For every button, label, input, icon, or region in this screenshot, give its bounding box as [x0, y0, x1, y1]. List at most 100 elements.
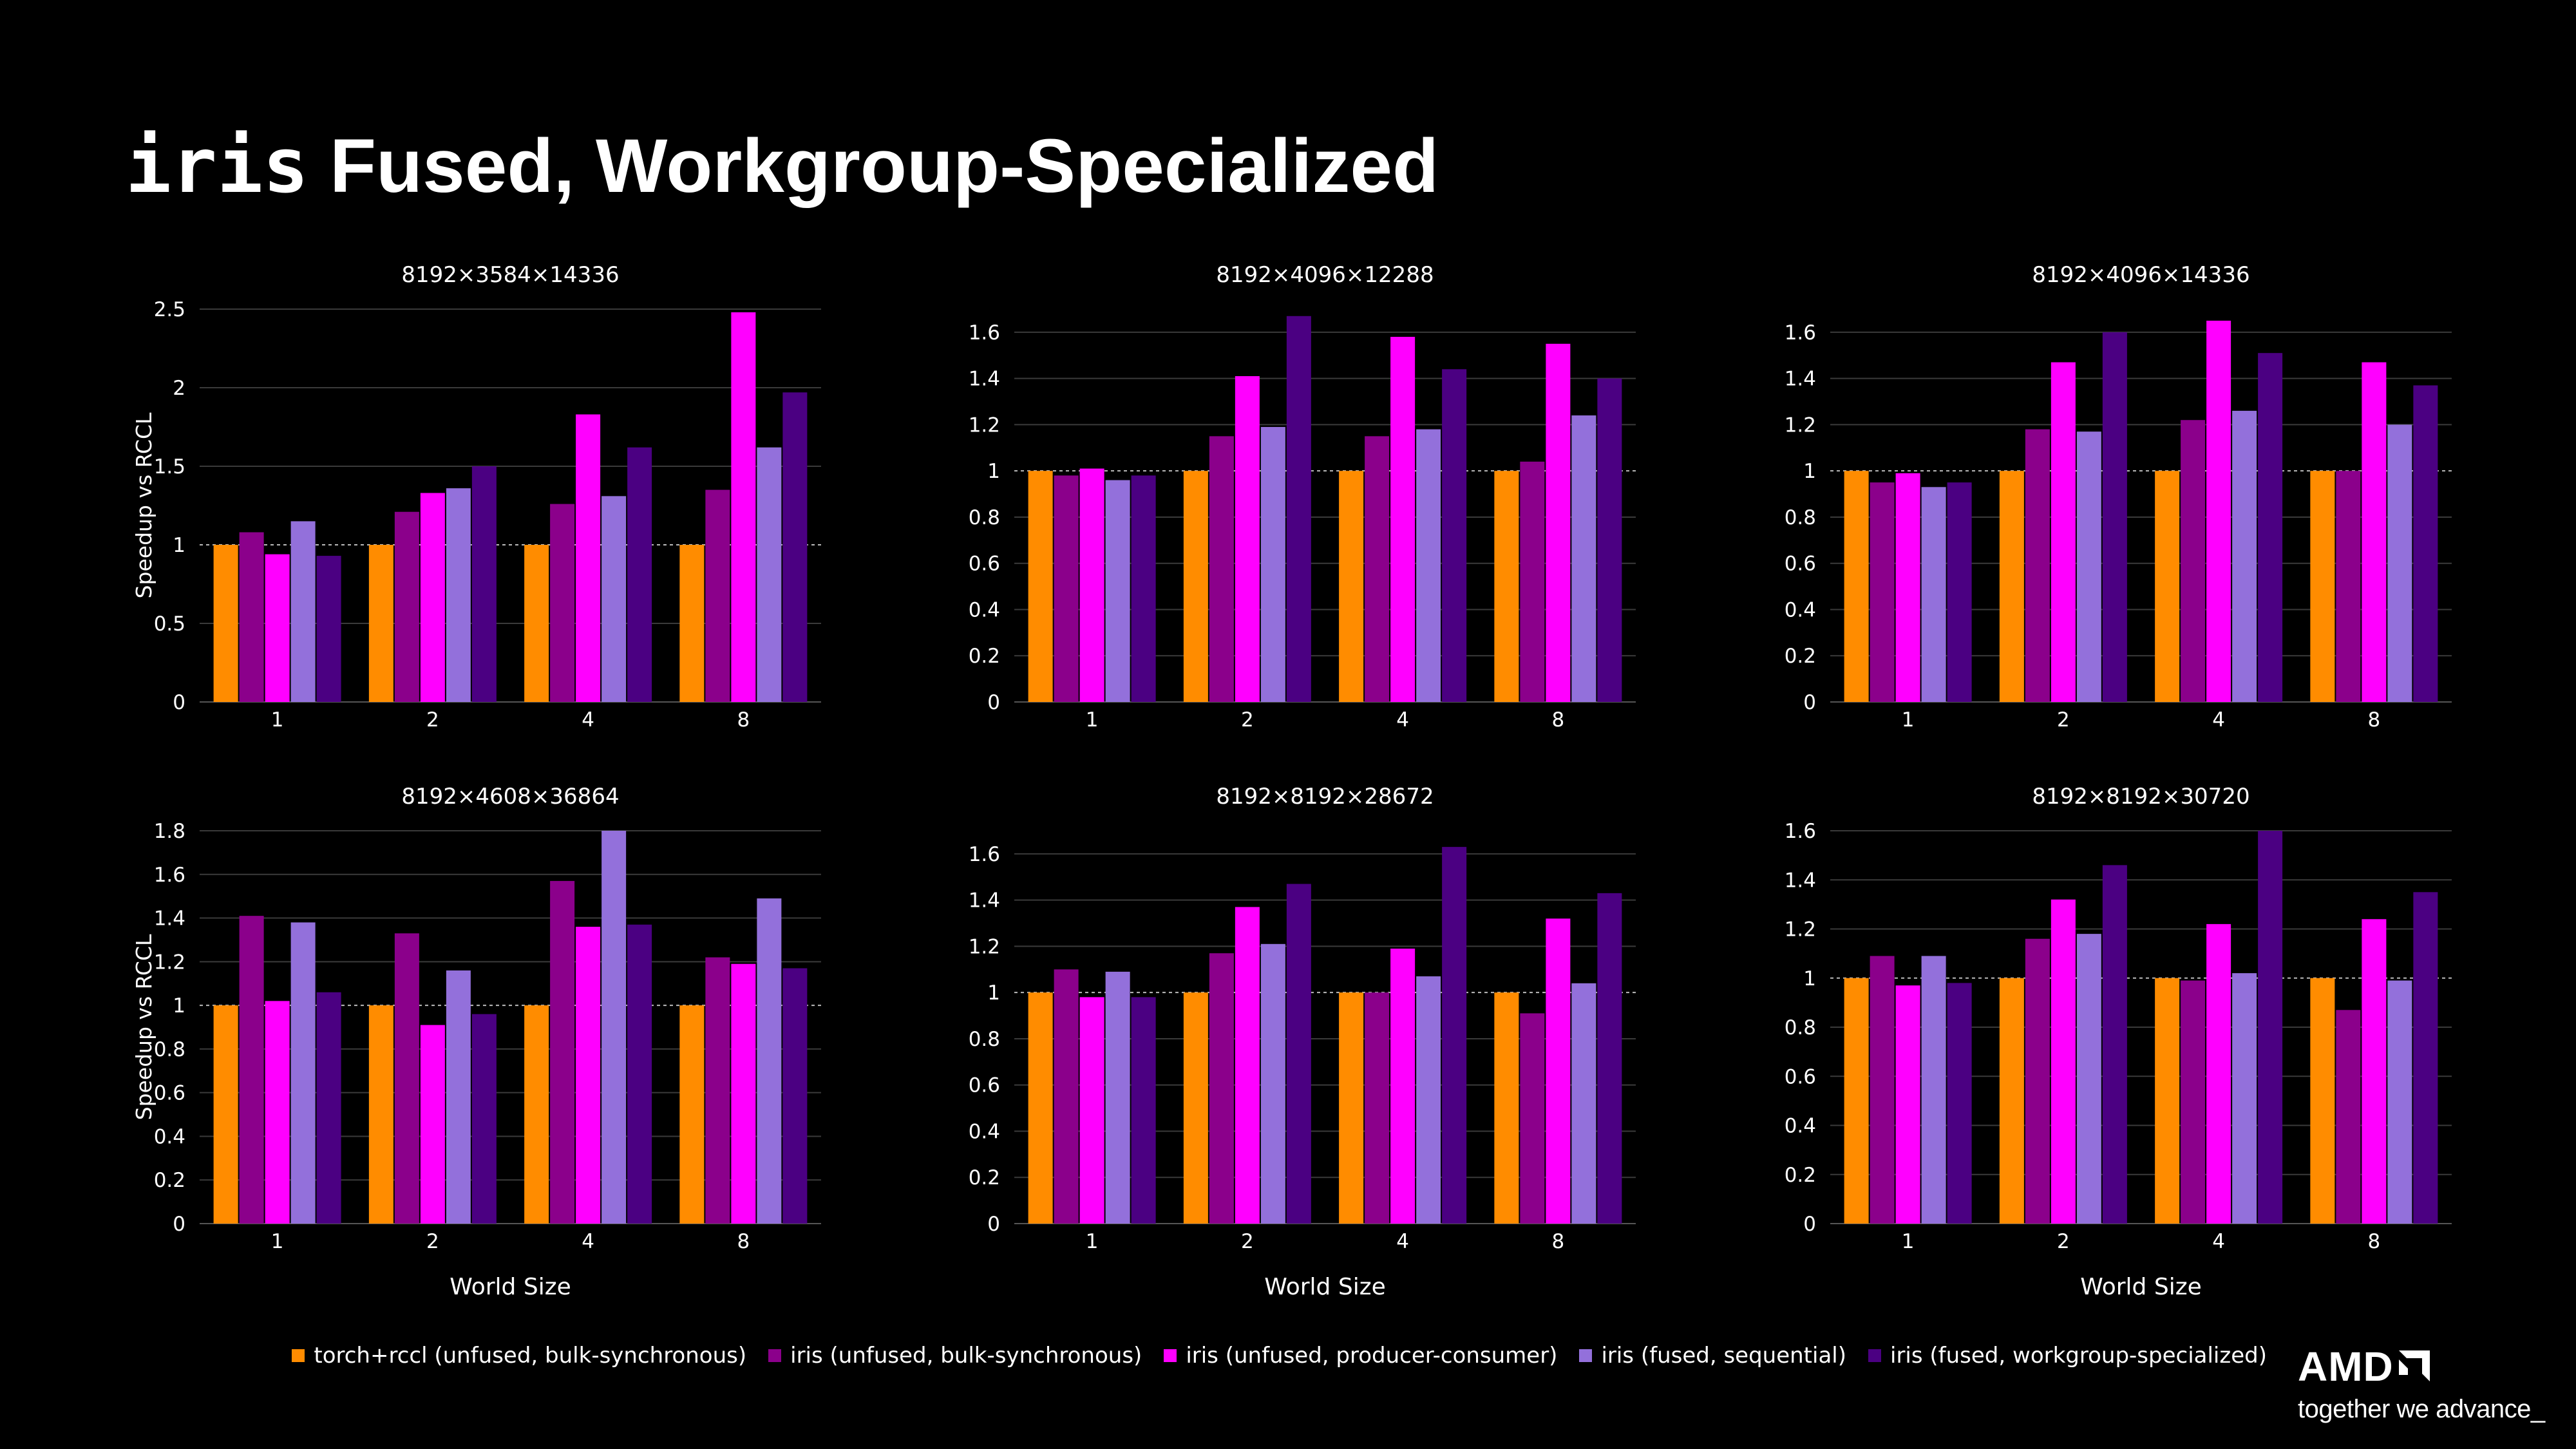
bar-s1-ws1-c3: [1844, 471, 1869, 702]
bar-s5-ws4-c5: [1442, 847, 1467, 1224]
bar-s5-ws2-c3: [2102, 332, 2127, 702]
bar-s4-ws4-c5: [1416, 976, 1441, 1224]
bar-s2-ws8-c6: [2336, 1010, 2361, 1224]
bar-s3-ws1-c6: [1895, 985, 1920, 1224]
legend-item: iris (fused, sequential): [1579, 1343, 1846, 1368]
x-axis-label-c6: World Size: [2080, 1274, 2202, 1300]
bar-s3-ws8-c3: [2362, 362, 2387, 702]
bar-s1-ws4-c1: [524, 545, 549, 702]
bar-s5-ws8-c5: [1597, 893, 1622, 1224]
bar-s5-ws1-c5: [1131, 997, 1156, 1224]
bar-s3-ws1-c4: [265, 1001, 290, 1224]
bar-s3-ws8-c6: [2362, 919, 2387, 1224]
x-tick-label-c5: 4: [1396, 1230, 1409, 1253]
bar-s5-ws8-c6: [2413, 892, 2438, 1224]
x-tick-label-c2: 2: [1241, 708, 1254, 732]
bar-s3-ws8-c1: [731, 312, 756, 702]
bar-s2-ws1-c6: [1870, 956, 1895, 1224]
x-tick-label-c4: 8: [737, 1230, 750, 1253]
bar-s4-ws2-c1: [446, 488, 471, 702]
y-tick-label-c3: 0.8: [1785, 506, 1816, 529]
y-tick-label-c6: 0.6: [1785, 1065, 1816, 1088]
y-axis-label-c1: Speedup vs RCCL: [131, 412, 156, 598]
y-tick-label-c6: 1: [1803, 967, 1816, 990]
bar-s1-ws1-c2: [1028, 471, 1053, 702]
bar-s3-ws8-c2: [1546, 343, 1571, 702]
y-tick-label-c2: 1.6: [969, 321, 1000, 345]
y-tick-label-c5: 0.4: [969, 1120, 1000, 1143]
x-tick-label-c3: 1: [1902, 708, 1915, 732]
legend-swatch: [1868, 1349, 1881, 1362]
y-tick-label-c6: 1.6: [1785, 820, 1816, 843]
y-tick-label-c4: 1.2: [154, 951, 185, 974]
chart-title-c3: 8192×4096×14336: [2032, 262, 2249, 288]
x-axis-label-c4: World Size: [450, 1274, 571, 1300]
bar-s1-ws1-c1: [213, 545, 238, 702]
legend-item: iris (unfused, producer-consumer): [1164, 1343, 1557, 1368]
bar-s5-ws4-c2: [1442, 369, 1467, 702]
y-tick-label-c1: 2: [173, 377, 185, 400]
y-tick-label-c5: 0.8: [969, 1028, 1000, 1051]
x-tick-label-c4: 1: [271, 1230, 284, 1253]
bar-s2-ws4-c1: [550, 504, 575, 702]
bar-s2-ws2-c2: [1209, 436, 1234, 702]
amd-arrow-icon: [2398, 1350, 2430, 1381]
bar-s4-ws4-c2: [1416, 429, 1441, 702]
bar-s2-ws4-c2: [1365, 436, 1390, 702]
bar-s1-ws8-c4: [679, 1005, 705, 1224]
bar-s3-ws8-c4: [731, 963, 756, 1224]
bar-s2-ws4-c5: [1365, 992, 1390, 1224]
bar-s1-ws4-c6: [2155, 978, 2180, 1224]
y-tick-label-c6: 0: [1803, 1213, 1816, 1236]
x-tick-label-c1: 1: [271, 708, 284, 732]
bar-s3-ws2-c3: [2050, 362, 2076, 702]
bar-s1-ws2-c1: [368, 545, 393, 702]
x-tick-label-c4: 4: [582, 1230, 594, 1253]
x-tick-label-c6: 2: [2057, 1230, 2070, 1253]
bar-s2-ws4-c4: [550, 880, 575, 1224]
bar-s3-ws2-c4: [420, 1025, 445, 1224]
bar-s2-ws8-c4: [705, 957, 730, 1224]
y-tick-label-c6: 1.4: [1785, 869, 1816, 892]
bar-s2-ws8-c5: [1520, 1013, 1545, 1224]
y-tick-label-c2: 1.2: [969, 413, 1000, 437]
bar-s2-ws2-c1: [394, 511, 419, 702]
y-tick-label-c4: 1: [173, 994, 185, 1018]
bar-s4-ws2-c4: [446, 970, 471, 1224]
legend-swatch: [292, 1349, 305, 1362]
bar-s3-ws4-c1: [576, 414, 601, 702]
x-tick-label-c2: 1: [1086, 708, 1099, 732]
bar-s3-ws4-c4: [576, 927, 601, 1224]
y-tick-label-c4: 1.6: [154, 864, 185, 887]
bar-s4-ws2-c3: [2076, 431, 2101, 702]
y-tick-label-c6: 0.8: [1785, 1016, 1816, 1039]
y-tick-label-c5: 0.6: [969, 1074, 1000, 1097]
legend-item: torch+rccl (unfused, bulk-synchronous): [292, 1343, 746, 1368]
legend-label: iris (unfused, producer-consumer): [1186, 1343, 1558, 1368]
chart-title-c1: 8192×3584×14336: [401, 262, 619, 288]
bar-s5-ws2-c6: [2102, 865, 2127, 1224]
y-tick-label-c4: 0.2: [154, 1169, 185, 1192]
bar-s2-ws4-c6: [2181, 980, 2206, 1224]
page-title: iris Fused, Workgroup-Specialized: [126, 128, 1439, 204]
bar-s5-ws1-c1: [316, 556, 341, 702]
bar-s5-ws4-c1: [627, 447, 652, 702]
bar-s2-ws8-c2: [1520, 461, 1545, 702]
bar-s1-ws8-c6: [2310, 978, 2335, 1224]
bar-s4-ws2-c5: [1260, 943, 1285, 1224]
y-tick-label-c3: 0.4: [1785, 598, 1816, 621]
x-tick-label-c1: 2: [426, 708, 439, 732]
amd-logo: AMD together we advance_: [2298, 1346, 2545, 1424]
bar-s1-ws4-c3: [2155, 471, 2180, 702]
x-tick-label-c6: 1: [1902, 1230, 1915, 1253]
y-tick-label-c4: 0: [173, 1213, 185, 1236]
x-tick-label-c1: 8: [737, 708, 750, 732]
bar-s2-ws2-c6: [2025, 938, 2050, 1224]
legend-swatch: [1579, 1349, 1593, 1362]
bar-s4-ws8-c5: [1571, 983, 1596, 1224]
y-tick-label-c3: 0.2: [1785, 645, 1816, 668]
bar-s2-ws2-c3: [2025, 429, 2050, 702]
bar-s4-ws1-c5: [1105, 971, 1130, 1224]
legend-swatch: [1164, 1349, 1177, 1362]
